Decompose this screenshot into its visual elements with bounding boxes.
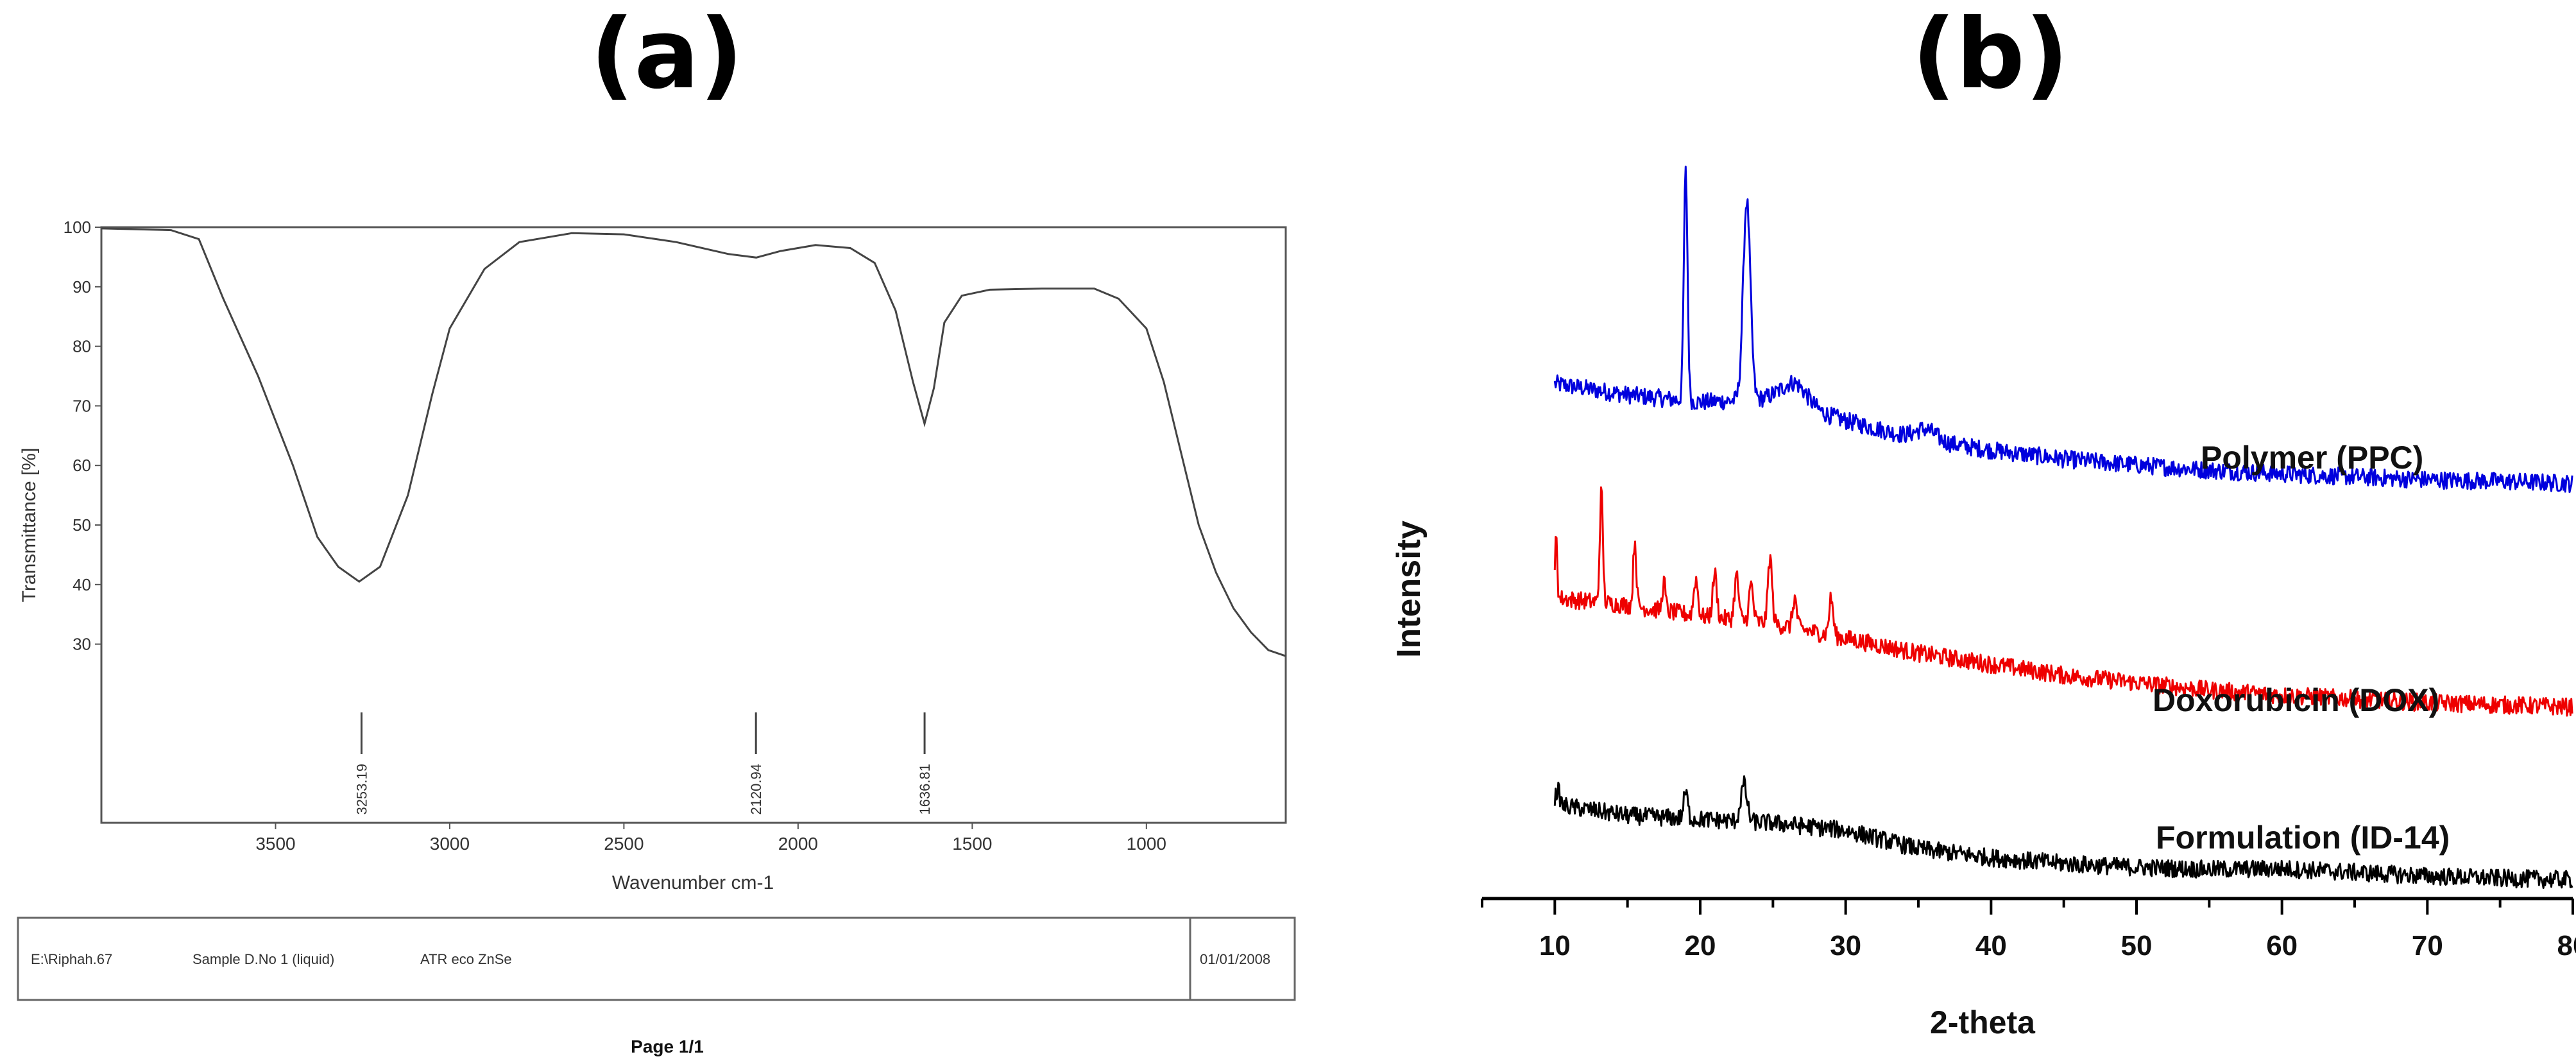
panel-a-title: (a) xyxy=(590,0,744,110)
xrd-x-tick-label: 50 xyxy=(2121,930,2153,961)
ftir-y-axis-label: Transmittance [%] xyxy=(19,448,40,603)
ftir-footer-date: 01/01/2008 xyxy=(1200,951,1270,967)
ftir-peak-label: 3253.19 xyxy=(354,764,370,815)
ftir-peak-markers: 3253.19 2120.94 1636.81 xyxy=(354,712,933,815)
xrd-x-axis: 10 20 30 40 50 60 70 80 xyxy=(1481,899,2576,961)
ftir-footer-box xyxy=(17,917,1296,1001)
xrd-x-tick-label: 70 xyxy=(2412,930,2443,961)
ftir-footer-file: E:\Riphah.67 xyxy=(31,951,112,967)
ftir-page-label: Page 1/1 xyxy=(631,1037,704,1056)
xrd-x-tick-label: 20 xyxy=(1685,930,1716,961)
ftir-y-tick-label: 50 xyxy=(73,515,91,535)
xrd-y-axis-label: Intensity xyxy=(1390,521,1428,658)
xrd-x-tick-label: 10 xyxy=(1539,930,1571,961)
panel-b-title: (b) xyxy=(1912,0,2069,110)
ftir-peak-label: 2120.94 xyxy=(748,764,764,815)
ftir-footer-atr: ATR eco ZnSe xyxy=(420,951,512,967)
ftir-plot-frame xyxy=(100,226,1287,824)
ftir-peak-label: 1636.81 xyxy=(917,764,933,815)
ftir-x-tick-label: 3000 xyxy=(430,834,470,854)
ftir-x-tick-label: 2500 xyxy=(604,834,644,854)
ftir-y-tick-label: 40 xyxy=(73,575,91,594)
ftir-y-tick-label: 80 xyxy=(73,337,91,356)
xrd-series-polymer xyxy=(1553,166,2573,494)
ftir-x-tick-label: 1000 xyxy=(1127,834,1166,854)
ftir-spectrum-line xyxy=(101,227,1286,657)
ftir-y-tick-label: 30 xyxy=(73,635,91,654)
xrd-series-doxorubicin xyxy=(1553,486,2573,717)
ftir-x-tick-label: 1500 xyxy=(952,834,992,854)
xrd-label-formulation: Formulation (ID-14) xyxy=(2156,820,2450,856)
ftir-y-tick-label: 100 xyxy=(64,218,91,237)
ftir-x-tick-label: 2000 xyxy=(778,834,818,854)
xrd-x-tick-label: 30 xyxy=(1830,930,1861,961)
xrd-label-doxorubicin: Doxorubicin (DOX) xyxy=(2153,682,2439,718)
ftir-y-axis: 30 40 50 60 70 80 90 100 xyxy=(64,218,101,654)
xrd-x-tick-label: 60 xyxy=(2266,930,2298,961)
ftir-x-axis-label: Wavenumber cm-1 xyxy=(612,872,774,893)
xrd-x-axis-label: 2-theta xyxy=(1930,1004,2036,1040)
ftir-footer-sample: Sample D.No 1 (liquid) xyxy=(192,951,334,967)
ftir-x-axis: 3500 3000 2500 2000 1500 1000 xyxy=(255,823,1166,854)
ftir-y-tick-label: 60 xyxy=(73,456,91,475)
xrd-x-tick-label: 40 xyxy=(1975,930,2007,961)
xrd-series-group xyxy=(1553,166,2573,889)
xrd-x-tick-label: 80 xyxy=(2557,930,2576,961)
ftir-y-tick-label: 70 xyxy=(73,396,91,415)
xrd-label-polymer: Polymer (PPC) xyxy=(2201,440,2423,476)
ftir-x-tick-label: 3500 xyxy=(255,834,295,854)
ftir-chart: 30 40 50 60 70 80 90 100 3500 3000 2500 2000 1500 10… xyxy=(17,218,1296,1056)
xrd-chart: 10 20 30 40 50 60 70 80 2-theta Intensity Polym… xyxy=(1390,166,2576,1040)
ftir-y-tick-label: 90 xyxy=(73,277,91,297)
xrd-series-formulation xyxy=(1553,775,2573,889)
